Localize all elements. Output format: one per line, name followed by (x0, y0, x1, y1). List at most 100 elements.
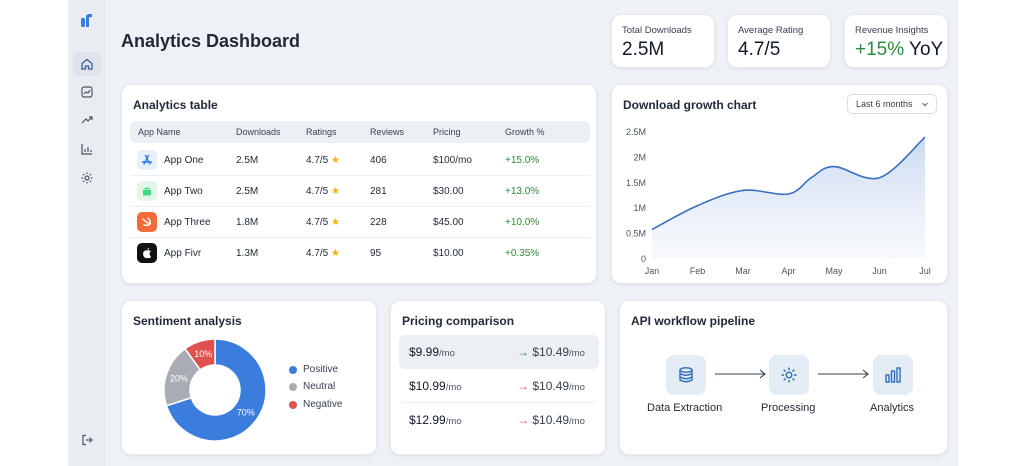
logout-button[interactable] (73, 428, 101, 452)
x-tick-label: Feb (690, 266, 706, 276)
kpi-card-rating: Average Rating 4.7/5 (727, 14, 831, 68)
growth-chart: 0 0.5M 1M 1.5M 2M 2.5M Jan Feb Mar Apr May Jun Jul (626, 127, 931, 276)
sidebar-item-stats[interactable] (73, 137, 101, 161)
table-row[interactable]: App Fivr 1.3M 4.7/5 ★ 95 $10.00 +0.35% (130, 238, 590, 269)
legend-item-positive: Positive (289, 364, 338, 375)
donut-slice-label: 10% (194, 349, 212, 359)
gear-icon (781, 367, 797, 383)
pricing-comparison-card: Pricing comparison $9.99/mo → $10.49/mo … (390, 300, 606, 455)
pipeline-step-analytics[interactable] (873, 355, 913, 395)
chart-box-icon (81, 86, 93, 98)
pipeline-step-processing[interactable] (769, 355, 809, 395)
app-store-icon (137, 150, 157, 170)
column-header[interactable]: App Name (138, 127, 181, 137)
sidebar-item-settings[interactable] (73, 166, 101, 190)
price-unit: /mo (569, 416, 585, 427)
bar-chart-icon (885, 367, 901, 383)
app-logo-icon (81, 14, 92, 27)
chevron-down-icon (922, 102, 928, 107)
column-header[interactable]: Pricing (433, 127, 461, 137)
arrow-right-icon: → (517, 345, 529, 359)
downloads-cell: 1.3M (236, 248, 259, 259)
sidebar-item-trends[interactable] (73, 108, 101, 132)
legend-dot (289, 400, 297, 409)
column-header[interactable]: Downloads (236, 127, 281, 137)
rating-value: 4.7/5 (306, 248, 329, 259)
table-row[interactable]: App Two 2.5M 4.7/5 ★ 281 $30.00 +13.0% (130, 176, 590, 207)
table-row[interactable]: App Three 1.8M 4.7/5 ★ 228 $45.00 +10.0% (130, 207, 590, 238)
growth-cell: +13.0% (505, 186, 540, 197)
rating-cell: 4.7/5 ★ (306, 248, 340, 259)
price-unit: /mo (569, 348, 585, 359)
pricing-cell: $45.00 (433, 217, 464, 228)
pipeline-step-label: Data Extraction (647, 402, 723, 414)
kpi-value: 2.5M (622, 39, 665, 60)
column-header[interactable]: Reviews (370, 127, 405, 137)
range-dropdown-value: Last 6 months (856, 99, 913, 109)
rating-value: 4.7/5 (306, 217, 329, 228)
new-price-value: $10.49 (532, 379, 570, 393)
pricing-cell: $30.00 (433, 186, 464, 197)
price-row[interactable]: $9.99/mo → $10.49/mo (399, 335, 599, 369)
reviews-cell: 406 (370, 155, 387, 166)
pipeline-step-extraction[interactable] (666, 355, 706, 395)
old-price-value: $9.99 (409, 345, 440, 359)
kpi-value: +15% YoY (855, 39, 943, 61)
downloads-cell: 1.8M (236, 217, 259, 228)
page-title: Analytics Dashboard (121, 31, 301, 51)
api-pipeline-card: API workflow pipeline Data Extraction Pr… (619, 300, 948, 455)
growth-chart-card: Download growth chart Last 6 months 0 0.5… (611, 84, 948, 284)
legend-label: Positive (303, 364, 339, 375)
price-unit: /mo (439, 348, 455, 359)
rating-value: 4.7/5 (306, 155, 329, 166)
kpi-label: Average Rating (738, 25, 804, 36)
price-unit: /mo (569, 382, 585, 393)
gear-icon (81, 172, 93, 184)
x-tick-label: Apr (781, 266, 795, 276)
x-tick-label: Jul (919, 266, 931, 276)
x-tick-label: May (825, 266, 843, 276)
donut-slice-label: 20% (170, 373, 188, 383)
table-header: App Name Downloads Ratings Reviews Prici… (130, 121, 590, 143)
app-name: App Two (164, 186, 203, 197)
star-icon: ★ (331, 155, 340, 166)
y-tick-label: 1.5M (626, 178, 646, 188)
app-name: App Fivr (164, 248, 202, 259)
y-tick-label: 0.5M (626, 229, 646, 239)
column-header[interactable]: Ratings (306, 127, 337, 137)
sidebar-item-home[interactable] (73, 52, 101, 76)
price-row[interactable]: $12.99/mo → $10.49/mo (399, 403, 599, 437)
pricing-cell: $100/mo (433, 155, 472, 166)
sidebar (68, 0, 106, 466)
legend-item-neutral: Neutral (289, 381, 335, 392)
range-dropdown[interactable]: Last 6 months (847, 94, 937, 114)
bar-chart-icon (81, 144, 92, 155)
old-price: $10.99/mo (409, 379, 462, 393)
home-icon (81, 58, 93, 70)
column-header[interactable]: Growth % (505, 127, 545, 137)
x-tick-label: Jan (645, 266, 660, 276)
arrow-right-icon: → (517, 413, 529, 427)
card-title: Download growth chart (623, 98, 757, 112)
app-frame: Analytics Dashboard Total Downloads 2.5M… (68, 0, 958, 466)
kpi-label: Total Downloads (622, 25, 692, 36)
kpi-card-revenue: Revenue Insights +15% YoY (844, 14, 948, 68)
arrow-right-icon (715, 369, 766, 379)
downloads-cell: 2.5M (236, 155, 259, 166)
price-row[interactable]: $10.99/mo → $10.49/mo (399, 369, 599, 403)
new-price-value: $10.49 (532, 413, 570, 427)
arrow-right-icon (818, 369, 869, 379)
legend-label: Negative (303, 399, 343, 410)
app-name: App Three (164, 217, 211, 228)
table-row[interactable]: App One 2.5M 4.7/5 ★ 406 $100/mo +15.0% (130, 145, 590, 176)
app-name: App One (164, 155, 204, 166)
kpi-label: Revenue Insights (855, 25, 929, 36)
card-title: Analytics table (133, 98, 218, 112)
donut-slice-positive[interactable] (165, 338, 267, 442)
donut-slice-negative[interactable] (183, 338, 216, 371)
y-tick-label: 1M (633, 203, 646, 213)
kpi-value-highlight: +15% (855, 39, 905, 60)
sidebar-item-reports[interactable] (73, 80, 101, 104)
card-title: API workflow pipeline (631, 314, 756, 328)
pipeline-step-label: Processing (761, 402, 816, 414)
